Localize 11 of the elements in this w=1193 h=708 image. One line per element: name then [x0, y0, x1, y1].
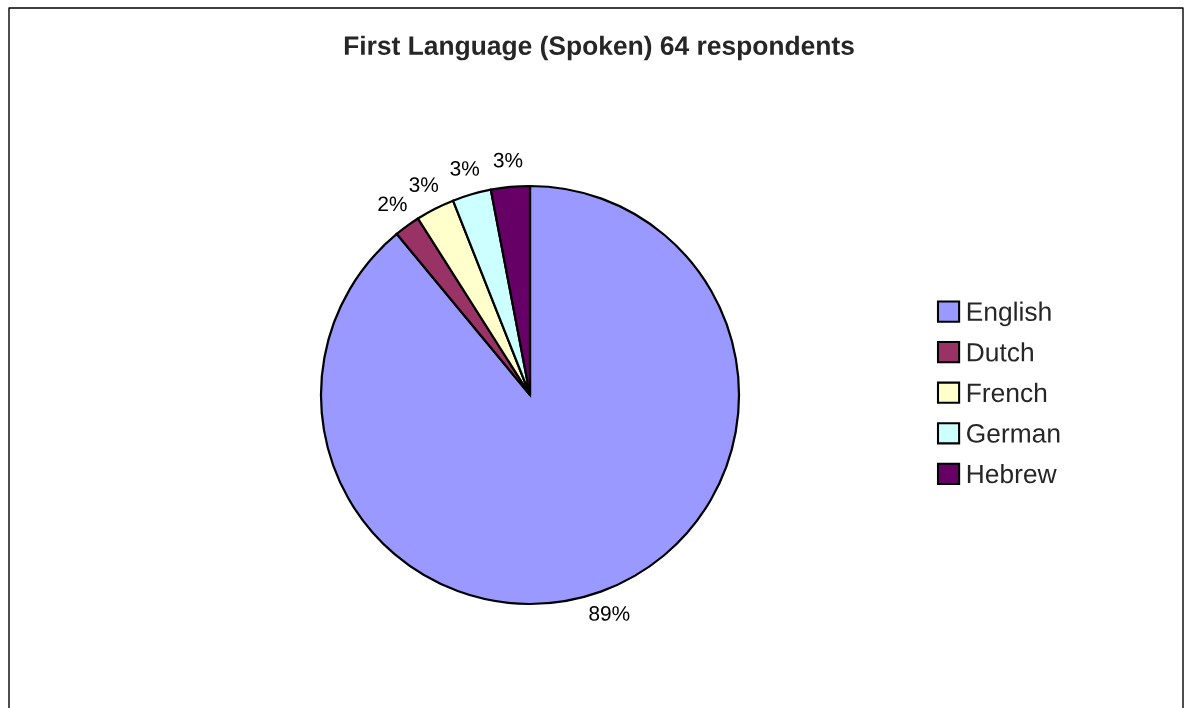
legend-label: Hebrew	[967, 463, 1057, 484]
data-label: 2%	[378, 196, 407, 212]
legend-label: English	[967, 301, 1051, 327]
chart-title: First Language (Spoken) 64 respondents	[344, 35, 854, 61]
data-label: 3%	[450, 161, 480, 176]
legend-label: German	[967, 424, 1060, 443]
data-label: 3%	[493, 152, 523, 168]
data-label: 3%	[409, 177, 439, 193]
data-label: 89%	[589, 606, 630, 621]
legend-label: Dutch	[967, 342, 1033, 362]
legend-label: French	[967, 382, 1047, 403]
